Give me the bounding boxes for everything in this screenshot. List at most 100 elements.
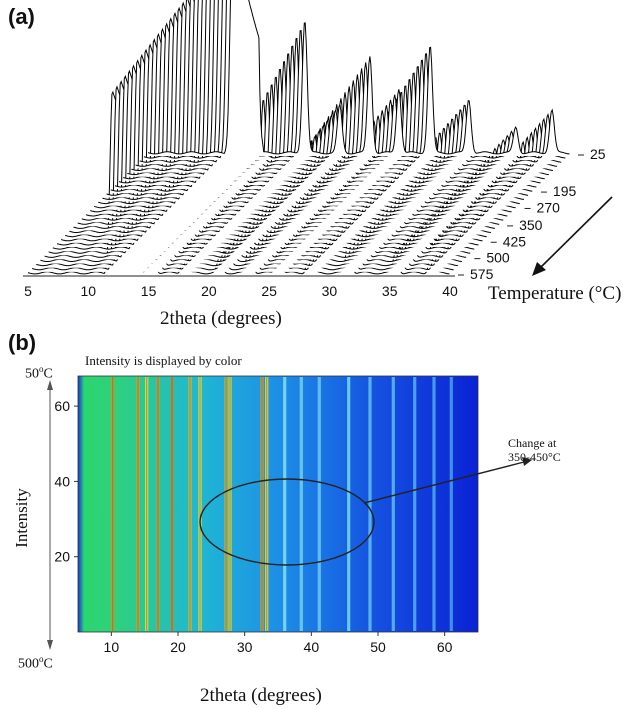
panel-b-label: (b) — [8, 330, 37, 355]
panel-a-label: (a) — [8, 4, 35, 29]
panel-a-x-axis-title: 2theta (degrees) — [160, 308, 282, 329]
temperature-axis-arrow-up — [47, 380, 53, 390]
heatmap-line — [347, 377, 351, 631]
panel-b-y-tick-label: 60 — [54, 398, 70, 414]
panel-a-z-tick-label: 25 — [590, 146, 606, 162]
heatmap-line — [432, 377, 436, 631]
trace-line — [106, 0, 529, 196]
panel-a-z-tick-label: 350 — [519, 217, 543, 233]
panel-a-temperature-label: Temperature (°C) — [488, 283, 622, 304]
heatmap-line-core — [137, 377, 139, 631]
trace-line — [31, 85, 454, 271]
panel-b-x-tick-label: 60 — [437, 639, 453, 655]
trace-line — [89, 11, 512, 213]
trace-line — [147, 0, 570, 155]
heatmap-line-core — [171, 377, 173, 631]
panel-a-x-tick-label: 5 — [24, 283, 32, 299]
panel-a-x-tick-label: 40 — [442, 283, 458, 299]
trace-line — [36, 80, 458, 267]
trace-line — [56, 53, 479, 246]
panel-a-x-tick-label: 30 — [322, 283, 338, 299]
trace-line — [94, 6, 516, 209]
heatmap-line-core — [112, 377, 114, 631]
temperature-axis-arrow-down — [47, 640, 53, 650]
panel-a-x-ticks: 5 10 15 20 25 30 35 40 — [23, 275, 458, 299]
heatmap-line-core — [157, 377, 159, 631]
panel-b-x-tick-label: 20 — [170, 639, 186, 655]
trace-line — [85, 17, 508, 217]
heatmap-line — [368, 377, 372, 631]
trace-line — [81, 22, 504, 221]
panel-a-x-tick-label: 10 — [80, 283, 96, 299]
heatmap-line-core — [266, 377, 268, 631]
trace-line — [135, 0, 558, 167]
panel-b-top-temp: 50oC — [25, 364, 53, 382]
trace-line — [102, 0, 525, 200]
callout-arrow-head — [522, 457, 532, 466]
panel-b-x-axis-title: 2theta (degrees) — [200, 685, 322, 706]
panel-a-z-tick-label: 500 — [486, 250, 510, 266]
callout-text: Change at 350-450°C — [508, 436, 561, 464]
panel-b-x-tick-label: 50 — [370, 639, 386, 655]
change-region-ellipse — [199, 478, 375, 566]
panel-b-x-ticks: 10 20 30 40 50 60 — [104, 632, 453, 655]
trace-line — [52, 59, 475, 250]
panel-b-x-tick-label: 40 — [304, 639, 320, 655]
temperature-arrow-head — [532, 262, 546, 276]
heatmap-line — [283, 377, 287, 631]
panel-b-y-tick-label: 20 — [54, 549, 70, 565]
heatmap-line — [391, 377, 395, 631]
panel-a-x-tick-label: 35 — [382, 283, 398, 299]
panel-a-z-tick-label: 425 — [503, 233, 527, 249]
panel-b-bottom-temp: 500oC — [18, 654, 53, 672]
panel-a-z-tick-label: 270 — [537, 199, 561, 215]
trace-line — [48, 64, 471, 254]
trace-line — [98, 1, 520, 205]
trace-line — [69, 38, 491, 233]
panel-b-x-tick-label: 10 — [104, 639, 120, 655]
panel-a-z-tick-label: 195 — [553, 183, 577, 199]
trace-line — [77, 27, 500, 225]
trace-line — [127, 0, 549, 176]
trace-line — [118, 0, 541, 184]
trace-line — [123, 0, 545, 180]
panel-b-annotation: Intensity is displayed by color — [85, 353, 242, 368]
temperature-arrow-line — [539, 196, 613, 269]
trace-line — [40, 74, 462, 262]
heatmap-lines — [111, 377, 453, 631]
trace-line — [110, 0, 533, 192]
panel-b-y-tick-label: 40 — [54, 473, 70, 489]
panel-a-x-tick-label: 20 — [201, 283, 217, 299]
trace-line — [60, 48, 483, 242]
trace-line — [73, 32, 496, 229]
heatmap-line — [413, 377, 417, 631]
heatmap-line-core — [146, 377, 148, 631]
heatmap-line-core — [229, 377, 231, 631]
trace-line — [143, 0, 566, 159]
heatmap-line — [299, 377, 303, 631]
heatmap-line — [317, 377, 321, 631]
trace-line — [114, 0, 537, 188]
heatmap-line-core — [261, 377, 263, 631]
heatmap-line-core — [189, 377, 191, 631]
heatmap-line-core — [225, 377, 227, 631]
callout-arrow-line — [363, 461, 525, 504]
heatmap-background — [77, 375, 479, 633]
panel-b-x-tick-label: 30 — [237, 639, 253, 655]
trace-fill — [148, 0, 570, 156]
panel-a-x-tick-label: 25 — [261, 283, 277, 299]
trace-line — [27, 90, 450, 275]
heatmap-line-core — [199, 377, 201, 631]
panel-b-y-ticks: 60 40 20 — [54, 398, 78, 565]
heatmap-line — [449, 377, 453, 631]
trace-line — [65, 43, 487, 238]
trace-line — [139, 0, 562, 163]
panel-a-traces — [27, 0, 570, 276]
trace-line — [131, 0, 554, 172]
panel-a-z-tick-label: 575 — [470, 266, 494, 282]
panel-b-chart: 60 40 20 10 20 30 40 50 60 — [47, 375, 532, 655]
panel-a-x-tick-label: 15 — [141, 283, 157, 299]
trace-line — [44, 69, 467, 258]
